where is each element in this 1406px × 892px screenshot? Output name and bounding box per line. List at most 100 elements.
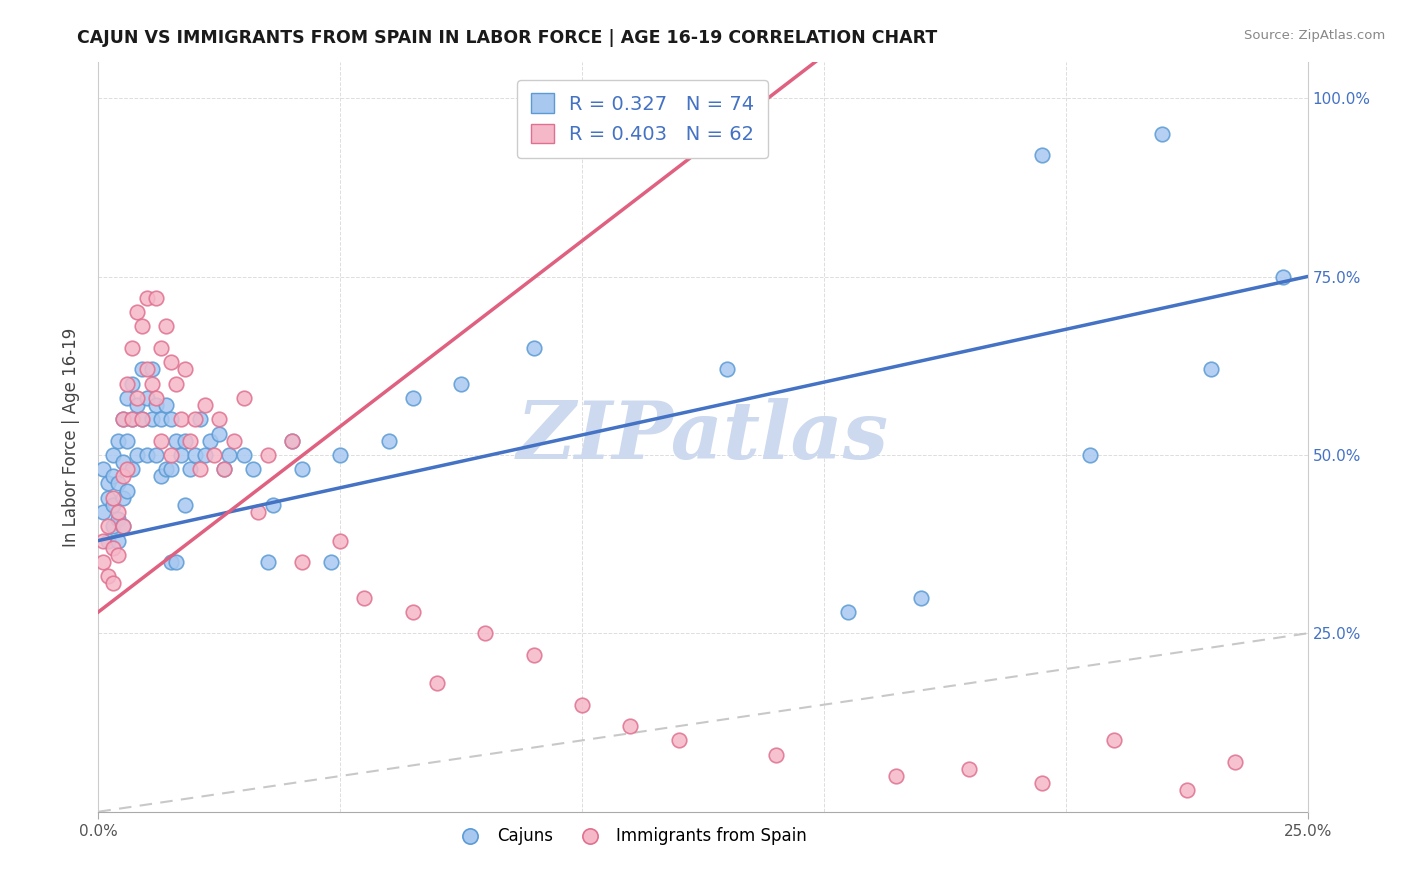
Point <box>101 576 124 591</box>
Point <box>402 605 425 619</box>
Point <box>188 412 211 426</box>
Point <box>765 747 787 762</box>
Point <box>179 462 201 476</box>
Point <box>523 341 546 355</box>
Point <box>131 319 153 334</box>
Point <box>174 362 197 376</box>
Point <box>111 469 134 483</box>
Point <box>402 391 425 405</box>
Point <box>377 434 399 448</box>
Point <box>290 555 312 569</box>
Point <box>127 391 149 405</box>
Point <box>117 391 139 405</box>
Point <box>97 491 120 505</box>
Point <box>127 398 149 412</box>
Point <box>160 412 183 426</box>
Point <box>212 462 235 476</box>
Point <box>174 434 197 448</box>
Point <box>97 476 120 491</box>
Point <box>281 434 304 448</box>
Point <box>160 355 183 369</box>
Point <box>886 769 908 783</box>
Point <box>150 341 173 355</box>
Point <box>262 498 284 512</box>
Point <box>131 412 153 426</box>
Point <box>91 462 114 476</box>
Point <box>165 434 187 448</box>
Point <box>169 448 191 462</box>
Point <box>194 398 217 412</box>
Point <box>135 448 157 462</box>
Point <box>145 448 167 462</box>
Point <box>97 569 120 583</box>
Point <box>256 448 278 462</box>
Point <box>101 491 124 505</box>
Point <box>247 505 270 519</box>
Point <box>668 733 690 747</box>
Point <box>426 676 449 690</box>
Point <box>232 448 254 462</box>
Point <box>121 341 143 355</box>
Point <box>121 376 143 391</box>
Point <box>107 505 129 519</box>
Point <box>212 462 235 476</box>
Point <box>101 498 124 512</box>
Point <box>127 305 149 319</box>
Point <box>127 448 149 462</box>
Point <box>111 519 134 533</box>
Point <box>97 533 120 548</box>
Point <box>135 362 157 376</box>
Point <box>141 362 163 376</box>
Text: ZIPatlas: ZIPatlas <box>517 399 889 475</box>
Point <box>107 434 129 448</box>
Point <box>174 498 197 512</box>
Point <box>218 448 240 462</box>
Point <box>101 448 124 462</box>
Point <box>107 476 129 491</box>
Point <box>198 434 221 448</box>
Point <box>91 505 114 519</box>
Point <box>194 448 217 462</box>
Text: Source: ZipAtlas.com: Source: ZipAtlas.com <box>1244 29 1385 42</box>
Point <box>208 426 231 441</box>
Point <box>160 462 183 476</box>
Point <box>1031 776 1053 790</box>
Point <box>232 391 254 405</box>
Point <box>619 719 641 733</box>
Point <box>1102 733 1125 747</box>
Point <box>281 434 304 448</box>
Point <box>353 591 375 605</box>
Point <box>150 469 173 483</box>
Point <box>107 548 129 562</box>
Point <box>91 533 114 548</box>
Point <box>1078 448 1101 462</box>
Point <box>101 519 124 533</box>
Point <box>135 391 157 405</box>
Point <box>107 512 129 526</box>
Point <box>141 412 163 426</box>
Point <box>145 398 167 412</box>
Point <box>179 434 201 448</box>
Point <box>97 519 120 533</box>
Point <box>523 648 546 662</box>
Point <box>222 434 245 448</box>
Point <box>1175 783 1198 797</box>
Point <box>957 762 980 776</box>
Point <box>145 391 167 405</box>
Point <box>131 412 153 426</box>
Y-axis label: In Labor Force | Age 16-19: In Labor Force | Age 16-19 <box>62 327 80 547</box>
Point <box>165 555 187 569</box>
Text: CAJUN VS IMMIGRANTS FROM SPAIN IN LABOR FORCE | AGE 16-19 CORRELATION CHART: CAJUN VS IMMIGRANTS FROM SPAIN IN LABOR … <box>77 29 938 46</box>
Point <box>121 462 143 476</box>
Point <box>117 462 139 476</box>
Point <box>111 491 134 505</box>
Point <box>1199 362 1222 376</box>
Point <box>1272 269 1295 284</box>
Point <box>135 291 157 305</box>
Point <box>571 698 593 712</box>
Point <box>160 555 183 569</box>
Point <box>155 319 177 334</box>
Point <box>101 469 124 483</box>
Point <box>101 541 124 555</box>
Point <box>837 605 859 619</box>
